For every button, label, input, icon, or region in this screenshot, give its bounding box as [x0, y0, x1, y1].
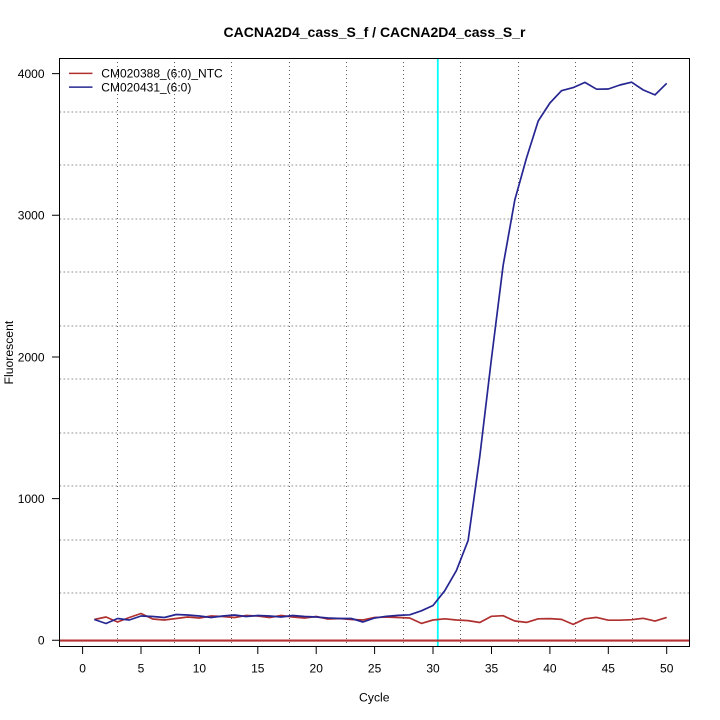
svg-text:45: 45: [602, 661, 616, 675]
svg-text:CM020431_(6:0): CM020431_(6:0): [101, 80, 191, 94]
svg-text:CACNA2D4_cass_S_f / CACNA2D4_c: CACNA2D4_cass_S_f / CACNA2D4_cass_S_r: [224, 24, 526, 40]
svg-text:1000: 1000: [18, 492, 45, 506]
svg-text:35: 35: [485, 661, 499, 675]
svg-text:5: 5: [138, 661, 145, 675]
svg-text:25: 25: [368, 661, 382, 675]
svg-text:Cycle: Cycle: [359, 690, 390, 704]
svg-text:Fluorescent: Fluorescent: [2, 320, 16, 384]
svg-text:2000: 2000: [18, 350, 45, 364]
svg-text:20: 20: [310, 661, 324, 675]
svg-text:15: 15: [251, 661, 265, 675]
svg-text:3000: 3000: [18, 209, 45, 223]
svg-text:4000: 4000: [18, 67, 45, 81]
svg-text:50: 50: [660, 661, 674, 675]
svg-text:40: 40: [543, 661, 557, 675]
svg-text:0: 0: [38, 634, 45, 648]
svg-text:CM020388_(6:0)_NTC: CM020388_(6:0)_NTC: [101, 67, 223, 81]
svg-text:30: 30: [426, 661, 440, 675]
svg-text:0: 0: [79, 661, 86, 675]
svg-text:10: 10: [193, 661, 207, 675]
